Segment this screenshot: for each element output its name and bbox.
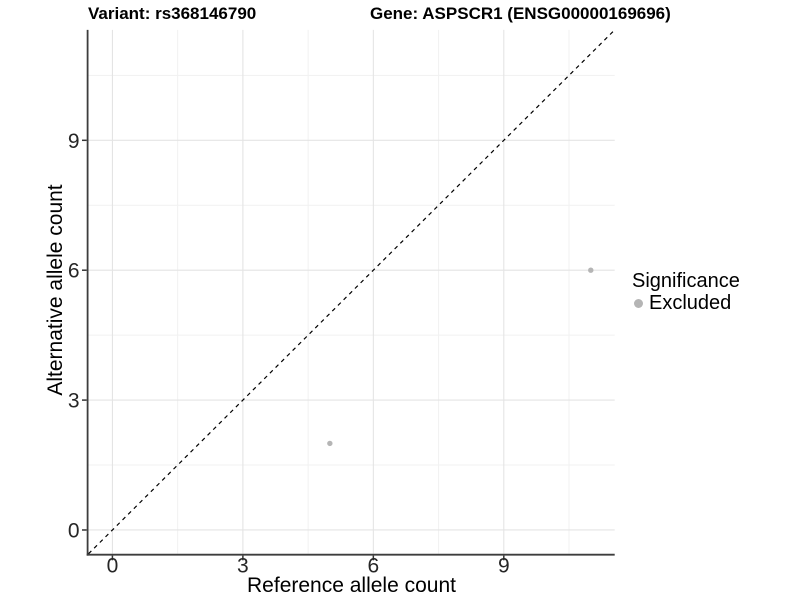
legend: Significance Excluded [632,270,740,314]
y-axis-title: Alternative allele count [44,184,67,396]
x-tick-label: 0 [107,555,119,578]
y-tick-label: 0 [68,519,80,542]
legend-title: Significance [632,270,740,292]
y-tick-label: 3 [68,390,80,413]
x-axis-title: Reference allele count [247,574,456,597]
y-tick-label: 6 [68,260,80,283]
legend-item-excluded: Excluded [632,292,740,314]
plot-title-gene: Gene: ASPSCR1 (ENSG00000169696) [370,4,671,23]
x-tick-label: 9 [498,555,510,578]
identity-reference-line [88,29,616,555]
excluded-point-icon [634,298,643,308]
data-point [327,440,333,447]
x-tick-label: 3 [237,555,249,578]
x-tick-label: 6 [368,555,380,578]
y-tick-label: 9 [68,130,80,153]
data-point [588,267,594,273]
legend-item-label: Excluded [649,292,732,314]
plot-title-variant: Variant: rs368146790 [88,4,257,23]
